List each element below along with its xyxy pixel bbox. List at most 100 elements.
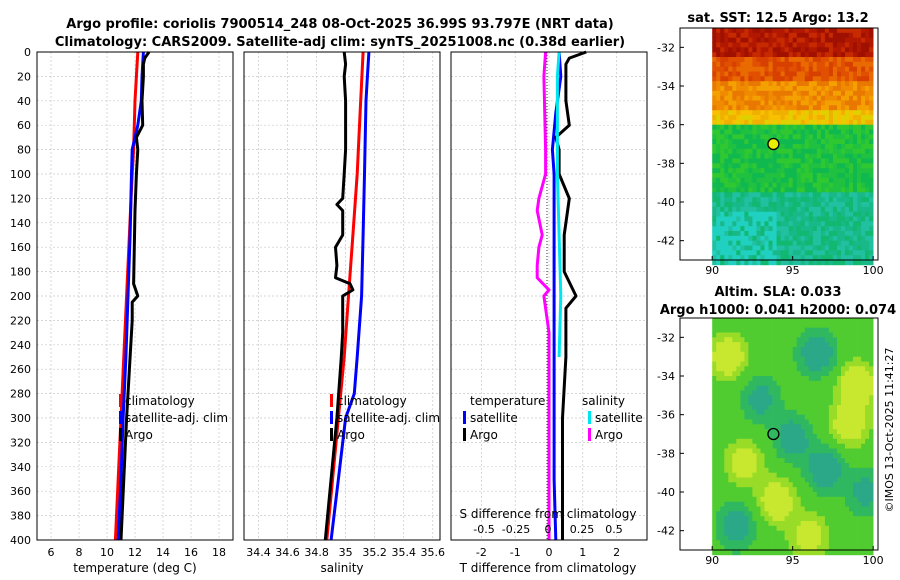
map-cell [816, 100, 822, 106]
map-cell [796, 400, 802, 406]
map-cell [772, 463, 777, 469]
map-cell [841, 163, 846, 169]
map-cell [760, 453, 765, 459]
map-cell [788, 463, 794, 469]
map-cell [756, 260, 761, 266]
map-cell [728, 110, 733, 116]
map-cell [857, 327, 862, 333]
map-cell [756, 202, 761, 208]
map-cell [748, 501, 753, 507]
map-cell [776, 376, 781, 382]
map-cell [812, 351, 818, 357]
map-cell [800, 400, 806, 406]
map-cell [865, 385, 870, 391]
map-cell [841, 477, 846, 483]
map-cell [824, 458, 830, 464]
map-cell [824, 158, 830, 164]
map-cell [736, 177, 741, 183]
map-cell [736, 409, 741, 415]
map-cell [841, 419, 846, 425]
map-cell [812, 463, 818, 469]
map-cell [736, 76, 741, 82]
map-cell [712, 216, 717, 222]
map-cell [832, 235, 838, 241]
depth-tick-label: 260 [10, 363, 31, 376]
map-cell [812, 332, 818, 338]
map-cell [849, 477, 854, 483]
map-cell [796, 482, 802, 488]
map-cell [837, 492, 842, 498]
map-cell [845, 506, 850, 512]
map-cell [841, 153, 846, 159]
map-cell [780, 182, 785, 188]
map-cell [720, 482, 725, 488]
map-cell [728, 245, 733, 251]
map-cell [857, 511, 862, 517]
map-cell [720, 153, 725, 159]
map-cell [812, 90, 818, 96]
map-cell [788, 71, 794, 77]
map-cell [772, 395, 777, 401]
map-cell [792, 419, 798, 425]
map-cell [772, 168, 777, 174]
map-cell [837, 535, 842, 541]
map-cell [752, 206, 757, 212]
map-cell [796, 32, 802, 38]
map-cell [744, 530, 749, 536]
map-cell [865, 245, 870, 251]
map-cell [788, 182, 794, 188]
map-cell [804, 550, 810, 556]
map-cell [832, 110, 838, 116]
map-cell [841, 550, 846, 556]
map-cell [861, 52, 866, 58]
map-cell [740, 332, 745, 338]
map-cell [768, 216, 773, 222]
map-cell [716, 115, 721, 121]
map-cell [824, 221, 830, 227]
map-cell [712, 66, 717, 72]
map-cell [832, 66, 838, 72]
map-cell [736, 187, 741, 193]
map-cell [828, 545, 834, 551]
map-cell [748, 153, 753, 159]
map-cell [740, 506, 745, 512]
map-cell [760, 496, 765, 502]
map-cell [792, 95, 798, 101]
map-cell [837, 371, 842, 377]
map-cell [716, 129, 721, 135]
map-cell [808, 492, 814, 498]
map-cell [740, 472, 745, 478]
map-cell [869, 90, 874, 96]
map-cell [764, 347, 769, 353]
map-cell [804, 540, 810, 546]
map-cell [792, 187, 798, 193]
map-cell [716, 540, 721, 546]
map-cell [792, 511, 798, 517]
map-cell [744, 211, 749, 217]
map-cell [744, 356, 749, 362]
map-cell [853, 144, 858, 150]
map-cell [748, 32, 753, 38]
map-cell [849, 168, 854, 174]
map-cell [748, 226, 753, 232]
map-cell [772, 76, 777, 82]
map-cell [812, 245, 818, 251]
map-cell [792, 221, 798, 227]
map-cell [804, 231, 810, 237]
map-cell [712, 28, 717, 34]
map-cell [784, 197, 789, 203]
map-cell [824, 496, 830, 502]
map-cell [768, 153, 773, 159]
map-cell [712, 516, 717, 522]
map-cell [724, 390, 729, 396]
map-cell [748, 366, 753, 372]
map-cell [861, 148, 866, 154]
map-cell [728, 163, 733, 169]
map-cell [740, 47, 745, 53]
map-cell [824, 144, 830, 150]
map-cell [812, 95, 818, 101]
map-cell [861, 105, 866, 111]
temperature-xticks: 6 8 10 12 14 16 18 [48, 546, 227, 559]
map-cell [716, 501, 721, 507]
map-cell [845, 221, 850, 227]
